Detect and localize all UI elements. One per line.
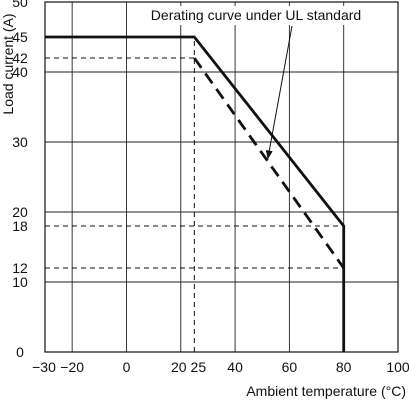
annotation-background bbox=[130, 6, 382, 25]
x-tick-label: 0 bbox=[123, 359, 131, 375]
y-tick-label: 18 bbox=[12, 218, 28, 234]
y-tick-label: 20 bbox=[12, 204, 28, 220]
x-tick-label: 100 bbox=[386, 359, 409, 375]
y-axis-label: Load current (A) bbox=[0, 13, 16, 114]
annotation-text: Derating curve under UL standard bbox=[151, 7, 361, 23]
annotation-arrow-line bbox=[267, 25, 293, 160]
plot-frame bbox=[44, 1, 399, 353]
annotation-arrowhead bbox=[265, 150, 273, 160]
y-tick-label: 50 bbox=[12, 0, 28, 10]
y-tick-label: 12 bbox=[12, 260, 28, 276]
y-tick-label: 40 bbox=[12, 64, 28, 80]
x-axis-label: Ambient temperature (°C) bbox=[246, 383, 406, 399]
y-tick-label: 45 bbox=[12, 29, 28, 45]
x-tick-label: 20 bbox=[171, 359, 187, 375]
ul-derating-curve bbox=[193, 57, 345, 269]
annotations: Derating curve under UL standard bbox=[130, 6, 382, 160]
y-tick-label: 42 bbox=[12, 50, 28, 66]
x-tick-label: 80 bbox=[336, 359, 352, 375]
series bbox=[45, 35, 346, 352]
y-tick-label: 30 bbox=[12, 134, 28, 150]
reference-lines bbox=[45, 37, 344, 352]
y-tick-label: 10 bbox=[12, 274, 28, 290]
x-tick-label: −30 bbox=[32, 359, 56, 375]
x-tick-label: 40 bbox=[227, 359, 243, 375]
x-tick-labels: −30 −20 0 20 25 40 60 80 100 bbox=[32, 359, 409, 375]
y-tick-label: 0 bbox=[16, 344, 24, 360]
derating-curve bbox=[45, 35, 346, 352]
x-tick-label: 60 bbox=[282, 359, 298, 375]
x-tick-label: 25 bbox=[191, 359, 207, 375]
x-tick-label: −20 bbox=[60, 359, 84, 375]
